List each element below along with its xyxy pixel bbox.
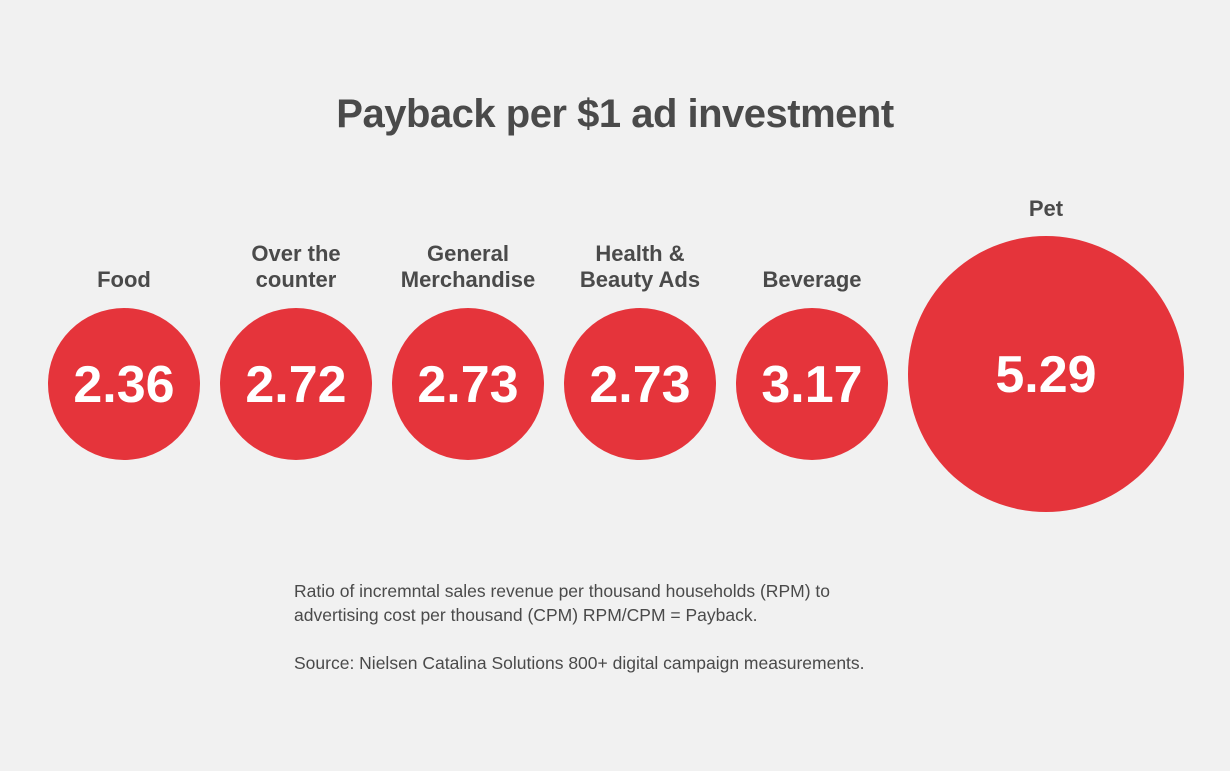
bubble-general-merchandise	[392, 308, 544, 460]
category-label-health-beauty-ads-line-2: Beauty Ads	[580, 267, 700, 292]
value-label-food: 2.36	[73, 356, 174, 414]
category-label-health-beauty-ads-line-1: Health &	[595, 241, 684, 266]
value-label-over-the-counter: 2.72	[245, 356, 346, 414]
bubble-over-the-counter	[220, 308, 372, 460]
category-label-over-the-counter-line-1: Over the	[251, 241, 340, 266]
bubble-pet	[908, 236, 1184, 512]
category-label-general-merchandise-line-2: Merchandise	[401, 267, 536, 292]
value-label-general-merchandise: 2.73	[417, 356, 518, 414]
value-label-pet: 5.29	[995, 346, 1096, 404]
category-label-pet: Pet	[1029, 196, 1064, 221]
bubble-beverage	[736, 308, 888, 460]
source-note: Source: Nielsen Catalina Solutions 800+ …	[294, 653, 865, 673]
category-label-beverage: Beverage	[762, 267, 861, 292]
methodology-line-2: advertising cost per thousand (CPM) RPM/…	[294, 605, 758, 625]
value-label-health-beauty-ads: 2.73	[589, 356, 690, 414]
bubble-health-beauty-ads	[564, 308, 716, 460]
bubble-food	[48, 308, 200, 460]
methodology-line-1: Ratio of incremntal sales revenue per th…	[294, 581, 830, 601]
category-label-general-merchandise-line-1: General	[427, 241, 509, 266]
methodology-note: Ratio of incremntal sales revenue per th…	[294, 579, 1014, 627]
category-label-over-the-counter-line-2: counter	[256, 267, 337, 292]
value-label-beverage: 3.17	[761, 356, 862, 414]
category-label-food: Food	[97, 267, 151, 292]
chart-title: Payback per $1 ad investment	[336, 92, 894, 136]
